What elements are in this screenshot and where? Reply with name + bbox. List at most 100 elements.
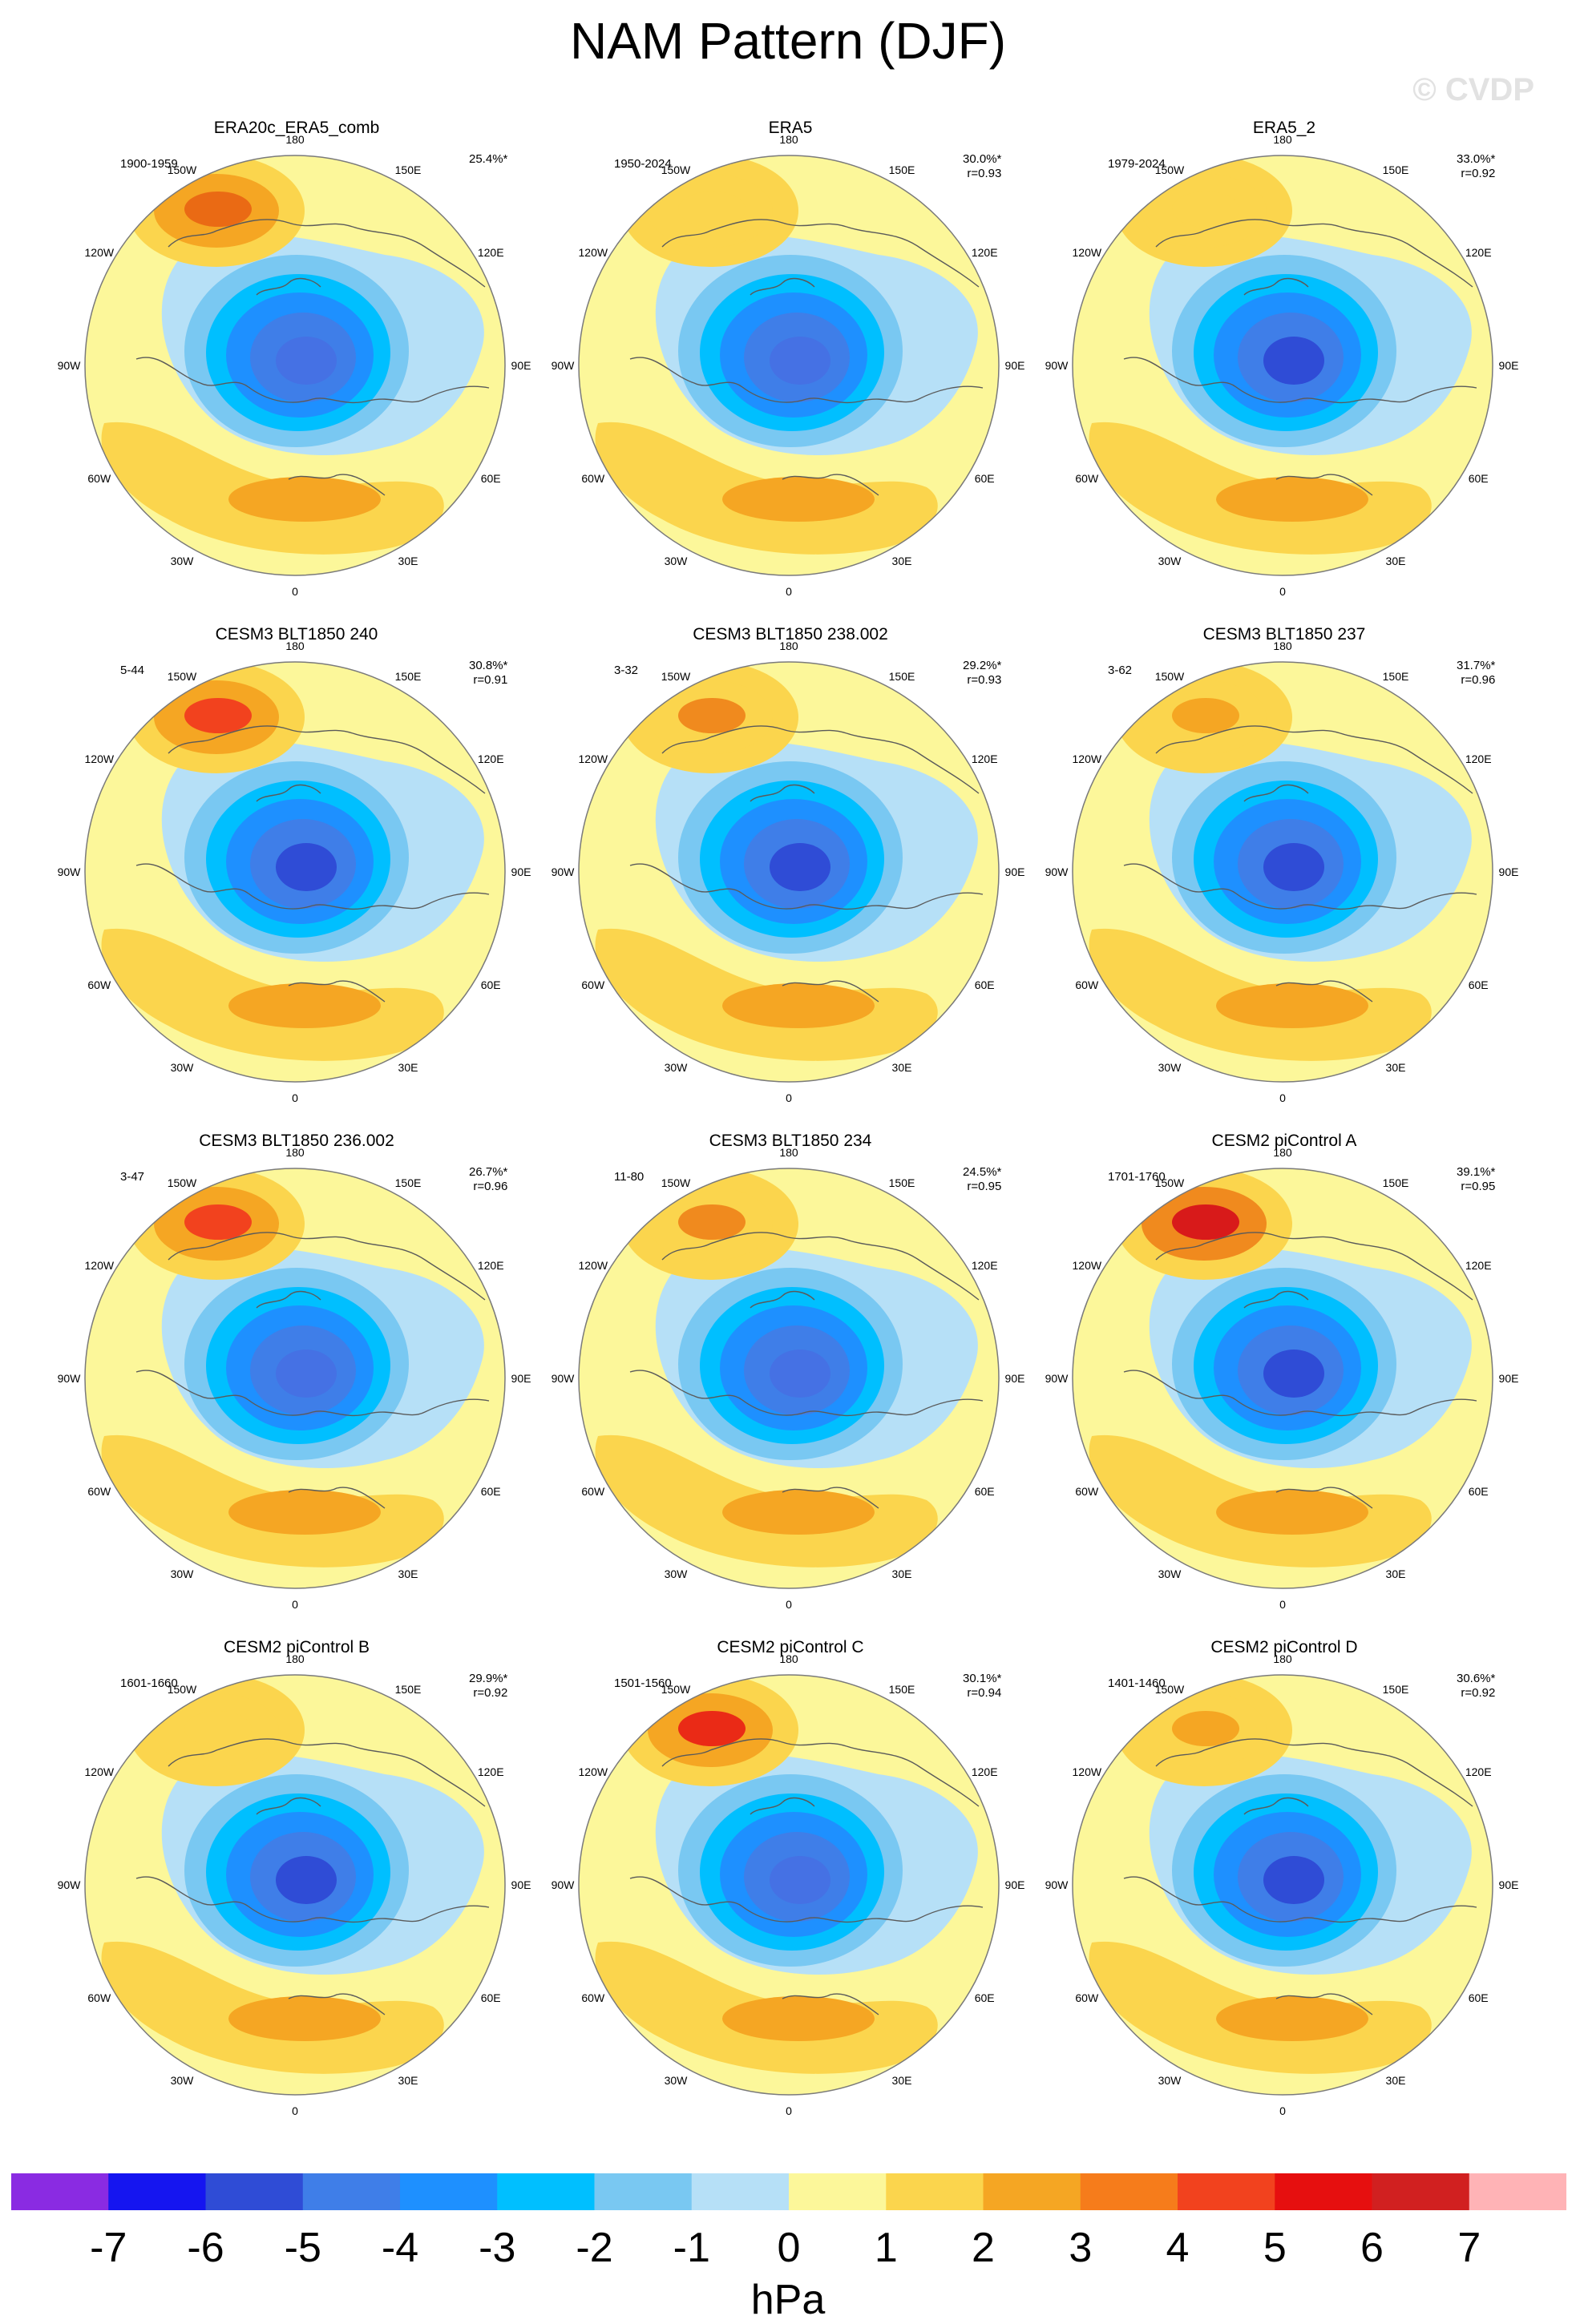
panel-title: ERA5_2	[1252, 119, 1316, 137]
pattern-correlation: r=0.92	[473, 1686, 508, 1700]
polar-map: 180 150E 120E 90E 60E 30E 0 30W 60W 90W 120W 150W	[58, 640, 531, 1104]
longitude-label: 30W	[665, 555, 689, 567]
longitude-label: 90E	[1499, 1878, 1519, 1891]
longitude-label: 30E	[892, 1061, 912, 1074]
longitude-label: 180	[1273, 640, 1292, 652]
colorbar-swatch	[302, 2173, 401, 2210]
longitude-label: 90W	[58, 1878, 82, 1891]
longitude-label: 0	[786, 2104, 792, 2117]
explained-variance: 30.6%*	[1457, 1672, 1496, 1685]
panel-title: CESM3 BLT1850 237	[1202, 625, 1366, 644]
longitude-label: 0	[786, 1598, 792, 1611]
longitude-label: 30W	[171, 2074, 195, 2087]
longitude-label: 30W	[171, 555, 195, 567]
longitude-label: 30E	[1386, 2074, 1406, 2087]
map-panel: ERA5_2 1979-2024 33.0%* r=0.92 180 150E 120E 90…	[1036, 119, 1533, 623]
longitude-label: 150W	[1155, 1176, 1185, 1189]
longitude-label: 60W	[1075, 1485, 1099, 1498]
longitude-label: 180	[1273, 1652, 1292, 1665]
pattern-correlation: r=0.96	[1461, 673, 1496, 687]
explained-variance: 26.7%*	[469, 1165, 508, 1179]
longitude-label: 120E	[972, 752, 998, 765]
longitude-label: 150E	[1383, 1683, 1409, 1696]
longitude-label: 150E	[1383, 670, 1409, 683]
pattern-correlation: r=0.92	[1461, 167, 1496, 180]
longitude-label: 90E	[1005, 865, 1025, 878]
colorbar-tick-label: -7	[90, 2225, 127, 2270]
longitude-label: 90E	[1499, 1372, 1519, 1385]
longitude-label: 0	[1279, 1091, 1286, 1104]
longitude-label: 120E	[478, 1259, 504, 1272]
map-panel: CESM2 piControl B 1601-1660 29.9%* r=0.92 18…	[48, 1638, 545, 2143]
colorbar-tick-label: -3	[479, 2225, 515, 2270]
colorbar-swatch	[108, 2173, 206, 2210]
longitude-label: 150W	[168, 1176, 197, 1189]
longitude-label: 30E	[1386, 555, 1406, 567]
colorbar-swatch	[400, 2173, 498, 2210]
panel-period: 1950-2024	[614, 157, 672, 171]
longitude-label: 120W	[1073, 1765, 1102, 1778]
longitude-label: 150W	[1155, 163, 1185, 176]
panel-title: CESM2 piControl B	[223, 1638, 370, 1656]
colorbar-swatch	[886, 2173, 984, 2210]
colorbar-swatch	[1372, 2173, 1470, 2210]
pattern-correlation: r=0.96	[473, 1180, 508, 1193]
longitude-label: 0	[292, 1091, 298, 1104]
colorbar-tick-label: 0	[778, 2225, 801, 2270]
panel-period: 1701-1760	[1108, 1170, 1166, 1184]
longitude-label: 120W	[579, 752, 608, 765]
longitude-label: 150E	[1383, 163, 1409, 176]
longitude-label: 180	[285, 1146, 305, 1159]
longitude-label: 60W	[1075, 472, 1099, 485]
colorbar-tick-label: 4	[1166, 2225, 1190, 2270]
panel-period: 11-80	[614, 1170, 645, 1184]
longitude-label: 120E	[972, 1765, 998, 1778]
longitude-label: 60W	[1075, 978, 1099, 991]
colorbar-tick-label: 5	[1263, 2225, 1287, 2270]
colorbar: -7 -6 -5 -4 -3 -2 -1 0 1 2 3 4 5 6 7	[11, 2173, 1566, 2270]
longitude-label: 60W	[87, 1485, 111, 1498]
explained-variance: 31.7%*	[1457, 659, 1496, 672]
longitude-label: 150E	[889, 163, 915, 176]
longitude-label: 60E	[481, 472, 501, 485]
colorbar-tick-label: 1	[875, 2225, 898, 2270]
longitude-label: 150W	[168, 1683, 197, 1696]
colorbar-swatch	[205, 2173, 304, 2210]
longitude-label: 30E	[398, 1061, 418, 1074]
longitude-label: 60W	[581, 1485, 605, 1498]
longitude-label: 30E	[1386, 1567, 1406, 1580]
longitude-label: 90E	[1499, 865, 1519, 878]
longitude-label: 60E	[481, 978, 501, 991]
longitude-label: 60E	[1469, 978, 1489, 991]
longitude-label: 150W	[168, 670, 197, 683]
longitude-label: 120E	[972, 1259, 998, 1272]
map-panel: CESM3 BLT1850 236.002 3-47 26.7%* r=0.96 180…	[48, 1132, 545, 1636]
explained-variance: 24.5%*	[963, 1165, 1002, 1179]
panel-period: 1601-1660	[120, 1676, 178, 1690]
longitude-label: 90W	[552, 865, 576, 878]
map-panel: CESM3 BLT1850 238.002 3-32 29.2%* r=0.93 180…	[542, 625, 1039, 1130]
panel-period: 1401-1460	[1108, 1676, 1166, 1690]
longitude-label: 120W	[1073, 752, 1102, 765]
longitude-label: 120W	[1073, 1259, 1102, 1272]
colorbar-swatch	[1080, 2173, 1178, 2210]
colorbar-tick-label: 7	[1457, 2225, 1481, 2270]
longitude-label: 30W	[665, 2074, 689, 2087]
pattern-correlation: r=0.91	[473, 673, 508, 687]
map-panel: CESM2 piControl D 1401-1460 30.6%* r=0.92 18…	[1036, 1638, 1533, 2143]
longitude-label: 60W	[87, 1991, 111, 2004]
longitude-label: 90W	[552, 359, 576, 372]
longitude-label: 90W	[552, 1372, 576, 1385]
longitude-label: 120E	[1465, 246, 1492, 259]
panel-title: CESM2 piControl D	[1210, 1638, 1358, 1656]
colorbar-tick-label: 6	[1360, 2225, 1384, 2270]
colorbar-swatch	[1275, 2173, 1372, 2210]
longitude-label: 60W	[87, 978, 111, 991]
colorbar-tick-label: -5	[285, 2225, 321, 2270]
longitude-label: 0	[1279, 2104, 1286, 2117]
colorbar-swatch	[594, 2173, 693, 2210]
colorbar-swatch	[497, 2173, 595, 2210]
longitude-label: 30E	[1386, 1061, 1406, 1074]
longitude-label: 150E	[1383, 1176, 1409, 1189]
longitude-label: 150W	[661, 1683, 691, 1696]
